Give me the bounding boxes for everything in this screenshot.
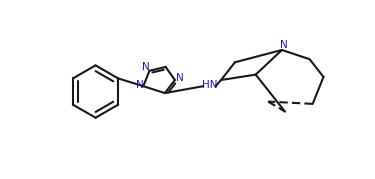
Text: N: N xyxy=(279,40,287,50)
Text: N: N xyxy=(142,62,150,72)
Text: N: N xyxy=(136,80,143,90)
Text: N: N xyxy=(176,73,183,83)
Text: HN: HN xyxy=(202,80,217,90)
